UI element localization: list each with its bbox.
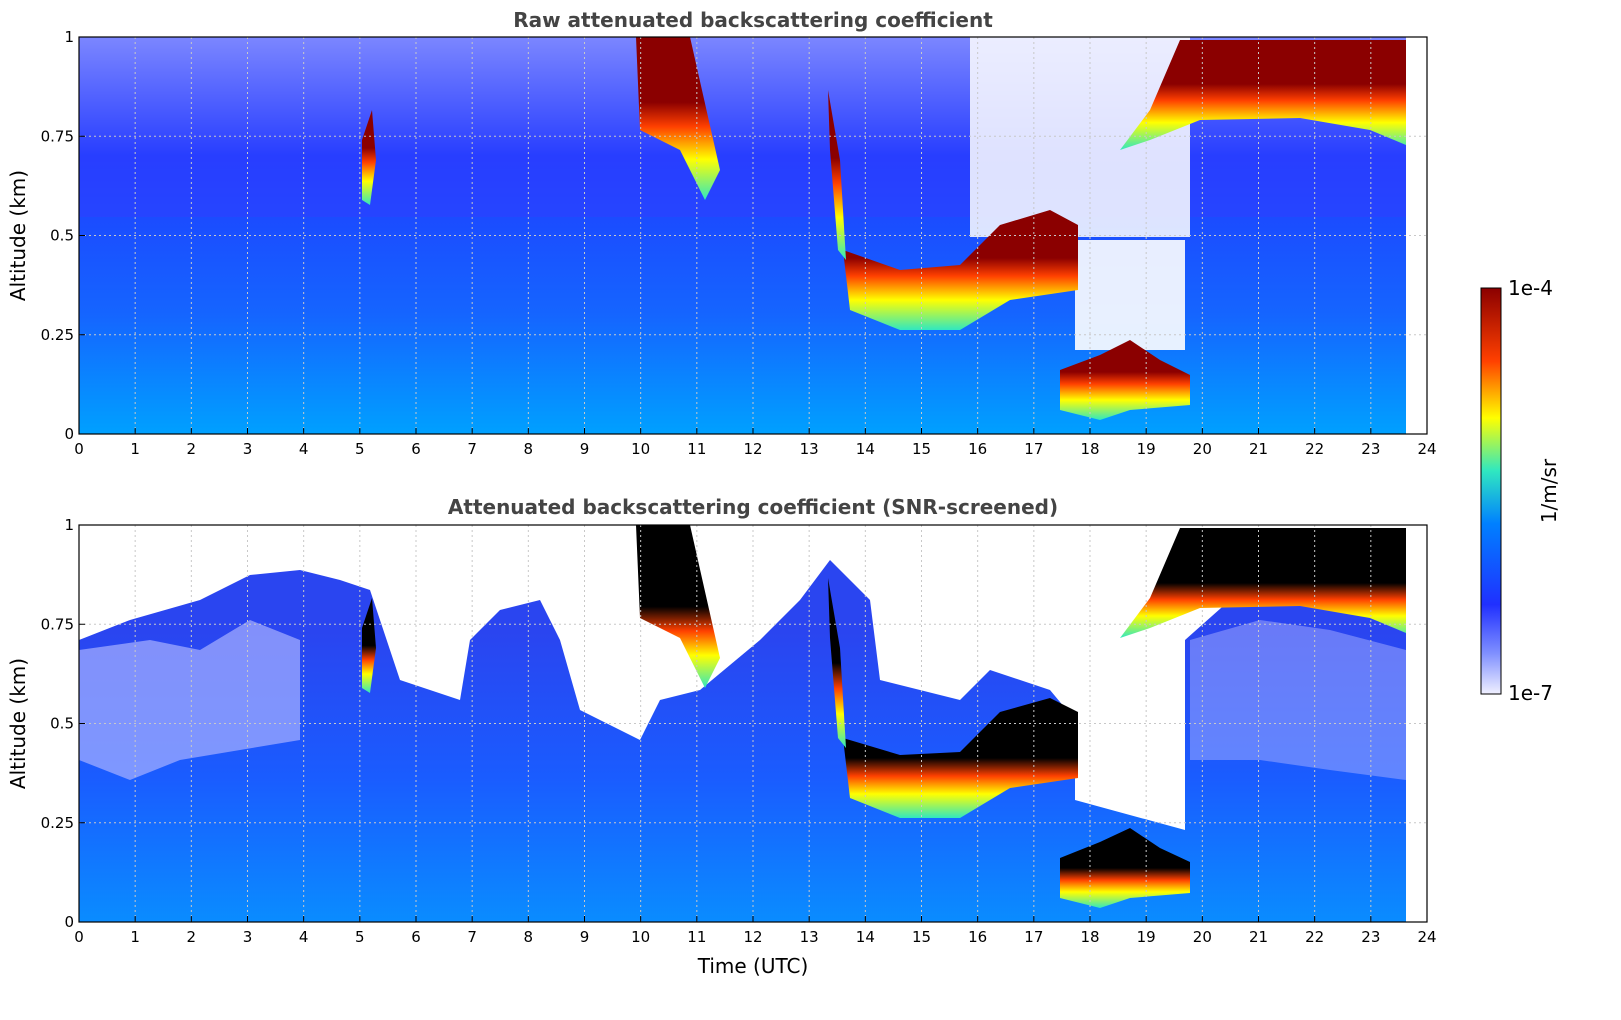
- x-tick-label: 14: [856, 928, 875, 946]
- x-tick-label: 12: [743, 440, 762, 458]
- x-tick-label: 10: [631, 440, 650, 458]
- x-tick-label: 12: [743, 928, 762, 946]
- x-tick-label: 10: [631, 928, 650, 946]
- grid: [79, 37, 1427, 434]
- x-tick-label: 21: [1249, 928, 1268, 946]
- low-snr-region: [79, 620, 300, 780]
- x-tick-label: 21: [1249, 440, 1268, 458]
- x-tick-label: 5: [355, 440, 365, 458]
- y-tick-label: 0: [64, 425, 74, 443]
- y-axis-label: Altitude (km): [6, 170, 30, 301]
- heatmap-area: [79, 37, 1406, 434]
- x-tick-label: 2: [187, 928, 197, 946]
- layer-low-cloud: [843, 698, 1078, 818]
- x-axis: 0 1 2 3 4 5 6 7 8 9 10 11 12 13 14 15 16 17 18 19 20 21 22 23 24: [74, 916, 1437, 946]
- panel-title: Attenuated backscattering coefficient (S…: [448, 495, 1058, 519]
- x-tick-label: 20: [1193, 928, 1212, 946]
- y-tick-label: 0.25: [41, 814, 74, 832]
- y-axis: 0 0.25 0.5 0.75 1: [41, 516, 85, 931]
- x-tick-label: 2: [187, 440, 197, 458]
- x-tick-label: 8: [524, 440, 534, 458]
- x-tick-label: 1: [130, 440, 140, 458]
- layer-upper-cloud: [1120, 528, 1406, 638]
- x-tick-label: 24: [1417, 928, 1436, 946]
- screened-signal: [79, 560, 1406, 922]
- y-tick-label: 0.75: [41, 127, 74, 145]
- x-tick-label: 23: [1361, 440, 1380, 458]
- panel-raw: Raw attenuated backscattering coefficien…: [6, 8, 1437, 458]
- x-tick-label: 4: [299, 440, 309, 458]
- y-tick-label: 0: [64, 913, 74, 931]
- x-tick-label: 8: [524, 928, 534, 946]
- x-tick-label: 19: [1137, 928, 1156, 946]
- x-tick-label: 22: [1305, 440, 1324, 458]
- x-tick-label: 3: [243, 928, 253, 946]
- x-tick-label: 6: [411, 928, 421, 946]
- x-tick-label: 13: [800, 440, 819, 458]
- panel-screened: Attenuated backscattering coefficient (S…: [6, 495, 1437, 978]
- x-tick-label: 19: [1137, 440, 1156, 458]
- x-tick-label: 15: [912, 440, 931, 458]
- y-tick-label: 0.75: [41, 615, 74, 633]
- x-tick-label: 16: [968, 440, 987, 458]
- x-axis-label: Time (UTC): [697, 954, 809, 978]
- colorbar-unit-label: 1/m/sr: [1537, 458, 1561, 523]
- colorbar-scale: [1480, 287, 1502, 695]
- x-tick-label: 22: [1305, 928, 1324, 946]
- x-tick-label: 16: [968, 928, 987, 946]
- x-tick-label: 0: [74, 440, 84, 458]
- x-tick-label: 20: [1193, 440, 1212, 458]
- x-tick-label: 18: [1080, 928, 1099, 946]
- y-tick-label: 1: [64, 516, 74, 534]
- y-tick-label: 1: [64, 28, 74, 46]
- x-tick-label: 7: [467, 928, 477, 946]
- y-axis: 0 0.25 0.5 0.75 1: [41, 28, 85, 443]
- x-tick-label: 11: [687, 928, 706, 946]
- fall-streak: [828, 578, 846, 748]
- x-tick-label: 13: [800, 928, 819, 946]
- x-tick-label: 5: [355, 928, 365, 946]
- x-tick-label: 17: [1024, 928, 1043, 946]
- x-tick-label: 3: [243, 440, 253, 458]
- low-snr-region: [1190, 620, 1406, 780]
- x-tick-label: 6: [411, 440, 421, 458]
- x-tick-label: 15: [912, 928, 931, 946]
- x-tick-label: 4: [299, 928, 309, 946]
- y-tick-label: 0.5: [50, 227, 74, 245]
- colorbar-max-label: 1e-4: [1508, 276, 1553, 300]
- layer-near-surface: [1060, 828, 1190, 908]
- colorbar-min-label: 1e-7: [1508, 681, 1553, 705]
- y-axis-label: Altitude (km): [6, 658, 30, 789]
- x-tick-label: 18: [1080, 440, 1099, 458]
- grid: [79, 525, 1427, 922]
- panel-title: Raw attenuated backscattering coefficien…: [513, 8, 993, 32]
- fall-streak: [636, 525, 720, 688]
- x-tick-label: 9: [580, 928, 590, 946]
- fall-streak: [362, 110, 376, 205]
- x-tick-label: 9: [580, 440, 590, 458]
- layer-near-surface: [1060, 340, 1190, 420]
- layer-low-cloud: [843, 210, 1078, 330]
- x-tick-label: 24: [1417, 440, 1436, 458]
- y-tick-label: 0.5: [50, 715, 74, 733]
- x-tick-label: 14: [856, 440, 875, 458]
- colorbar: 1e-4 1e-7 1/m/sr: [1480, 276, 1561, 705]
- x-tick-label: 0: [74, 928, 84, 946]
- fall-streak: [828, 90, 846, 260]
- fall-streak: [636, 37, 720, 200]
- x-tick-label: 1: [130, 928, 140, 946]
- x-tick-label: 7: [467, 440, 477, 458]
- x-axis: 0 1 2 3 4 5 6 7 8 9 10 11 12 13 14 15 16 17 18 19 20 21 22 23 24: [74, 428, 1437, 458]
- layer-upper-cloud: [1120, 40, 1406, 150]
- clear-region: [1075, 240, 1185, 350]
- x-tick-label: 11: [687, 440, 706, 458]
- y-tick-label: 0.25: [41, 326, 74, 344]
- heatmap-area: [79, 525, 1406, 922]
- x-tick-label: 23: [1361, 928, 1380, 946]
- fall-streak: [362, 598, 376, 693]
- x-tick-label: 17: [1024, 440, 1043, 458]
